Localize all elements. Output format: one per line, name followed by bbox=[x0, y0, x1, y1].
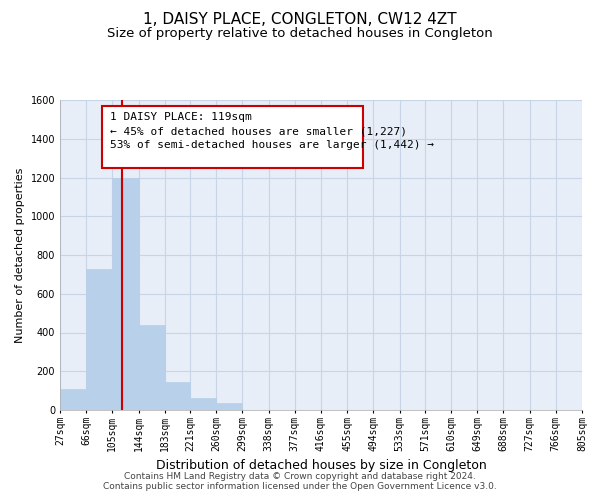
Text: Size of property relative to detached houses in Congleton: Size of property relative to detached ho… bbox=[107, 28, 493, 40]
Bar bbox=[86, 268, 112, 410]
Bar bbox=[139, 325, 164, 410]
Bar bbox=[112, 178, 139, 410]
Text: Contains public sector information licensed under the Open Government Licence v3: Contains public sector information licen… bbox=[103, 482, 497, 491]
X-axis label: Distribution of detached houses by size in Congleton: Distribution of detached houses by size … bbox=[155, 459, 487, 472]
Bar bbox=[217, 403, 242, 410]
Text: Contains HM Land Registry data © Crown copyright and database right 2024.: Contains HM Land Registry data © Crown c… bbox=[124, 472, 476, 481]
Bar bbox=[190, 398, 217, 410]
Bar bbox=[164, 382, 190, 410]
Text: 1, DAISY PLACE, CONGLETON, CW12 4ZT: 1, DAISY PLACE, CONGLETON, CW12 4ZT bbox=[143, 12, 457, 28]
Text: 1 DAISY PLACE: 119sqm
← 45% of detached houses are smaller (1,227)
53% of semi-d: 1 DAISY PLACE: 119sqm ← 45% of detached … bbox=[110, 112, 434, 150]
Y-axis label: Number of detached properties: Number of detached properties bbox=[15, 168, 25, 342]
Bar bbox=[60, 388, 86, 410]
FancyBboxPatch shape bbox=[102, 106, 363, 168]
